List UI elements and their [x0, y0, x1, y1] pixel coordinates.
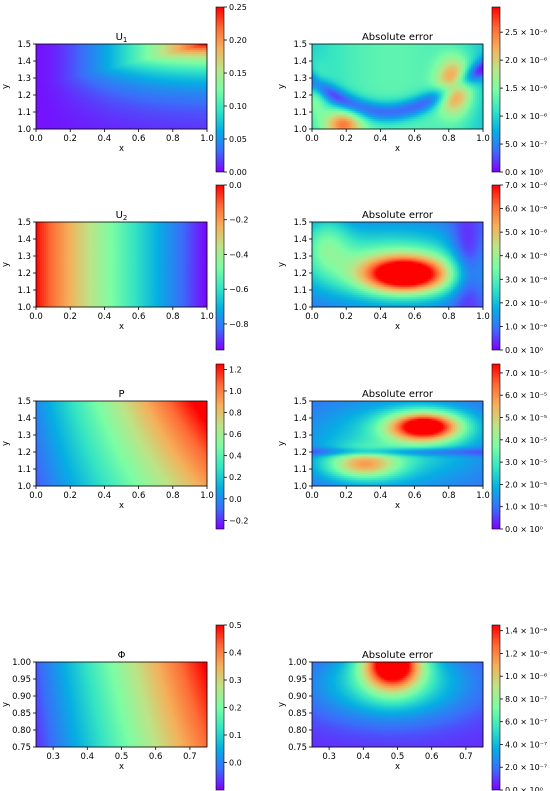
colorbar: [216, 7, 224, 172]
panel-u1: U1 0.0 0.2 0.4 0.6 0.8 1.0 x 1.0 1.1 1.2 1.3 1.4 1.5 y…: [1, 3, 247, 177]
colorbar-tick-label: 0.25: [229, 3, 247, 12]
y-tick-label: 1.1: [17, 108, 31, 118]
panel-title: U1: [116, 32, 128, 44]
panel-err1: Absolute error0.0 0.2 0.4 0.6 0.8 1.0x1.01.11…: [277, 7, 547, 177]
x-tick-label: 0.0: [29, 134, 43, 144]
heatmap-cells-err1: [312, 44, 483, 129]
x-tick-label: 1.0: [200, 134, 214, 144]
colorbar-tick-label: 0.20: [229, 36, 247, 45]
x-tick-label: 0.6: [132, 134, 146, 144]
y-tick-label: 1.3: [17, 74, 31, 84]
colorbar-tick-label: 0.05: [229, 135, 247, 144]
colorbar-tick-label: 0.15: [229, 69, 247, 78]
y-tick-label: 1.4: [17, 57, 31, 67]
x-tick-label: 0.8: [166, 134, 180, 144]
panel-title-subscript: 1: [123, 36, 127, 44]
x-axis-label: x: [119, 144, 124, 154]
heatmap-cells-u1: [36, 44, 207, 129]
panel-title-text: U: [116, 32, 123, 43]
x-tick-label: 0.2: [63, 134, 77, 144]
y-tick-label: 1.5: [17, 40, 31, 50]
y-tick-label: 1.0: [17, 125, 31, 135]
y-axis-label: y: [1, 84, 11, 89]
y-tick-label: 1.2: [17, 91, 31, 101]
colorbar-tick-label: 0.00: [229, 168, 247, 177]
x-tick-label: 0.4: [98, 134, 112, 144]
colorbar-tick-label: 0.10: [229, 102, 247, 111]
